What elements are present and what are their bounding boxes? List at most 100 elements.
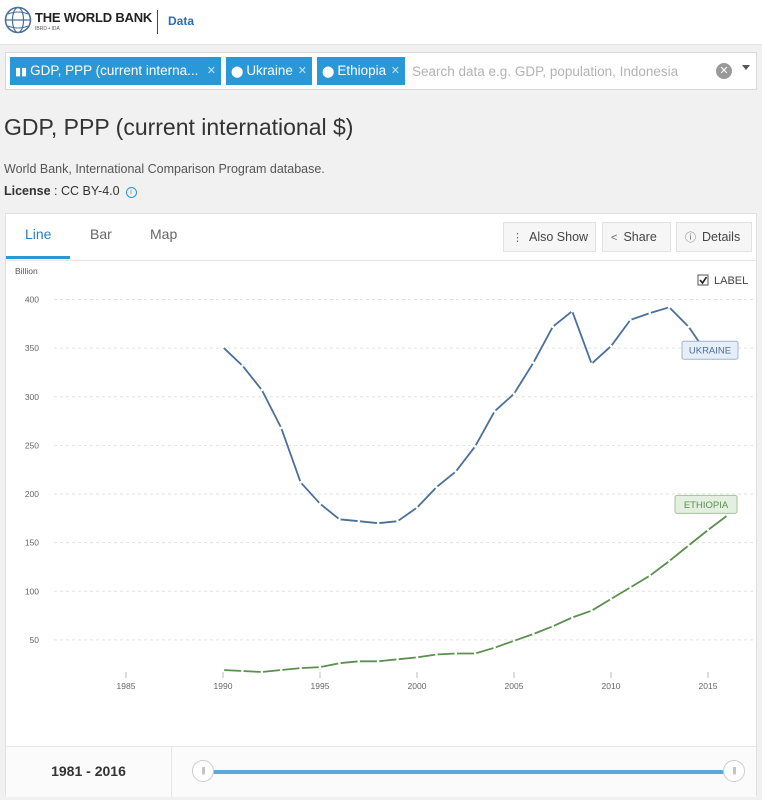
data-point[interactable] <box>570 309 574 313</box>
range-start: 1981 <box>51 763 83 779</box>
license-info: License : CC BY-4.0 i <box>4 184 137 198</box>
data-point[interactable] <box>493 646 496 649</box>
chip-ukraine[interactable]: ⬤ Ukraine ✕ <box>226 57 312 85</box>
data-point[interactable] <box>241 669 244 673</box>
series-label: UKRAINE <box>689 346 731 357</box>
data-point[interactable] <box>551 624 555 628</box>
data-source: World Bank, International Comparison Pro… <box>4 162 325 176</box>
label-checkbox[interactable] <box>697 274 709 286</box>
range-footer: 1981 - 2016 ||| ||| <box>6 746 756 797</box>
data-section-link[interactable]: Data <box>168 14 195 28</box>
share-button[interactable]: < Share <box>602 222 671 252</box>
remove-chip-icon[interactable]: ✕ <box>297 65 307 77</box>
data-point[interactable] <box>299 666 302 670</box>
data-point[interactable] <box>299 481 302 484</box>
also-show-button[interactable]: ⋮ Also Show <box>503 222 596 252</box>
x-tick-label: 2000 <box>408 681 427 691</box>
info-circle-icon: ⓘ <box>685 232 696 244</box>
info-icon[interactable]: i <box>125 187 137 198</box>
data-point[interactable] <box>493 410 496 413</box>
data-point[interactable] <box>338 661 341 665</box>
data-point[interactable] <box>396 519 399 523</box>
brand-subtitle: IBRD • IDA <box>35 26 60 32</box>
data-point[interactable] <box>221 668 225 672</box>
active-tab-indicator <box>6 256 70 259</box>
remove-chip-icon[interactable]: ✕ <box>206 65 216 77</box>
data-point[interactable] <box>376 521 380 525</box>
series-line-ethiopia[interactable] <box>222 514 728 673</box>
chip-label: Ethiopia <box>337 63 387 78</box>
data-point[interactable] <box>629 318 632 322</box>
remove-chip-icon[interactable]: ✕ <box>390 65 400 77</box>
data-point[interactable] <box>318 502 322 506</box>
data-point[interactable] <box>512 392 516 396</box>
x-tick-label: 2010 <box>602 681 621 691</box>
slider-handle-end[interactable]: ||| <box>723 760 745 782</box>
search-input[interactable] <box>408 57 716 85</box>
chip-label: Ukraine <box>246 63 293 78</box>
chevron-down-icon[interactable] <box>742 65 750 70</box>
slider-handle-start[interactable]: ||| <box>192 760 214 782</box>
data-point[interactable] <box>454 470 458 473</box>
data-point[interactable] <box>590 362 593 365</box>
data-point[interactable] <box>570 616 574 619</box>
tab-line[interactable]: Line <box>25 226 52 242</box>
data-point[interactable] <box>279 668 283 672</box>
year-range-slider[interactable] <box>202 770 732 774</box>
details-label: Details <box>702 230 741 244</box>
data-point[interactable] <box>435 653 438 656</box>
y-tick-label: 200 <box>25 489 39 499</box>
page-title: GDP, PPP (current international $) <box>4 114 354 140</box>
data-point[interactable] <box>338 517 341 521</box>
y-tick-label: 400 <box>25 295 39 305</box>
line-chart: Billion LABEL 50 100 150 200 250 300 350 400 19… <box>15 266 754 691</box>
data-point[interactable] <box>551 325 555 329</box>
data-point[interactable] <box>357 519 361 523</box>
data-point[interactable] <box>221 345 225 349</box>
label-toggle[interactable]: LABEL <box>697 274 748 287</box>
data-point[interactable] <box>532 361 535 365</box>
data-point[interactable] <box>590 609 593 612</box>
brand-name[interactable]: THE WORLD BANK <box>35 10 153 25</box>
chip-ethiopia[interactable]: ⬤ Ethiopia ✕ <box>317 57 405 85</box>
data-point[interactable] <box>687 544 690 547</box>
data-point[interactable] <box>648 311 652 315</box>
tab-map[interactable]: Map <box>150 226 178 242</box>
data-point[interactable] <box>473 445 477 448</box>
data-point[interactable] <box>473 652 477 655</box>
data-point[interactable] <box>318 665 322 669</box>
data-point[interactable] <box>415 656 419 659</box>
data-point[interactable] <box>609 597 613 601</box>
data-point[interactable] <box>609 344 613 348</box>
data-point[interactable] <box>241 364 244 367</box>
y-tick-label: 50 <box>30 635 40 645</box>
data-point[interactable] <box>279 426 283 430</box>
x-tick-label: 1995 <box>311 681 330 691</box>
label-toggle-text: LABEL <box>714 275 748 287</box>
data-point[interactable] <box>415 506 419 509</box>
checkmark-icon <box>699 276 708 285</box>
data-point[interactable] <box>687 325 690 329</box>
data-point[interactable] <box>512 639 516 643</box>
world-bank-globe-icon[interactable] <box>4 6 32 34</box>
data-point[interactable] <box>454 652 458 655</box>
clear-search-icon[interactable]: ✕ <box>716 63 732 79</box>
data-point[interactable] <box>260 388 264 392</box>
details-button[interactable]: ⓘ Details <box>676 222 752 252</box>
data-point[interactable] <box>726 514 729 517</box>
data-point[interactable] <box>667 559 671 563</box>
data-point[interactable] <box>260 670 264 674</box>
series-line-ukraine[interactable] <box>222 306 728 525</box>
data-point[interactable] <box>667 305 671 309</box>
data-point[interactable] <box>435 485 438 489</box>
data-point[interactable] <box>396 658 399 661</box>
data-point[interactable] <box>706 528 710 532</box>
data-point[interactable] <box>648 574 652 577</box>
data-point[interactable] <box>629 586 632 589</box>
map-pin-icon: ⬤ <box>231 66 244 78</box>
tab-bar[interactable]: Bar <box>90 226 112 242</box>
chip-indicator[interactable]: ▮▮ GDP, PPP (current interna... ✕ <box>10 57 221 85</box>
data-point[interactable] <box>376 659 380 663</box>
data-point[interactable] <box>532 632 535 636</box>
data-point[interactable] <box>357 659 361 663</box>
